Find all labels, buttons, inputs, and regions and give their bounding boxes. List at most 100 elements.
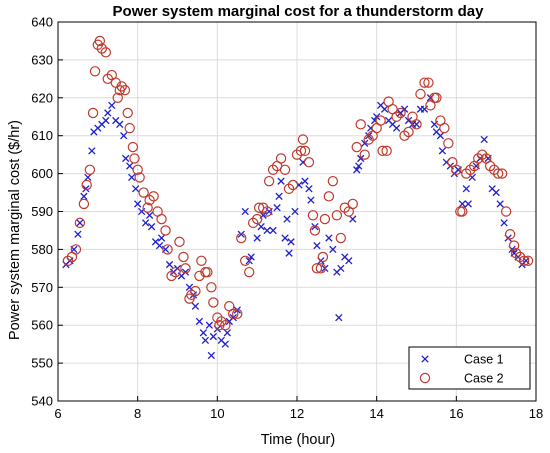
data-point-x — [134, 200, 142, 208]
data-point-x — [128, 173, 136, 182]
data-point-x — [80, 192, 88, 200]
legend-entry: Case 2 — [419, 372, 504, 386]
data-point-circle — [375, 115, 386, 126]
y-tick-label: 560 — [31, 318, 53, 333]
series-1 — [62, 94, 530, 360]
data-point-x — [223, 329, 231, 337]
data-point-circle — [423, 77, 434, 88]
data-point-circle — [220, 320, 231, 331]
data-point-circle — [319, 213, 331, 225]
data-point-circle — [240, 255, 251, 266]
data-point-x — [205, 321, 214, 329]
data-point-circle — [148, 191, 159, 202]
data-point-x — [313, 241, 321, 250]
data-point-circle — [518, 255, 530, 266]
data-point-x — [141, 219, 150, 227]
data-point-x — [165, 260, 174, 269]
x-tick-label: 14 — [369, 406, 383, 421]
data-point-x — [285, 249, 293, 257]
data-point-circle — [100, 47, 112, 58]
data-point-circle — [500, 206, 512, 217]
data-point-circle — [261, 206, 273, 217]
data-point-circle — [419, 77, 430, 88]
data-point-circle — [206, 282, 217, 293]
y-tick-label: 620 — [31, 90, 53, 105]
data-point-x — [291, 207, 299, 216]
data-point-circle — [78, 198, 90, 210]
y-tick-label: 570 — [31, 280, 53, 295]
data-point-x — [357, 154, 365, 163]
data-point-circle — [377, 145, 388, 157]
data-point-x — [392, 124, 401, 132]
data-point-circle — [160, 225, 171, 236]
data-point-circle — [132, 164, 143, 176]
data-point-x — [201, 336, 210, 345]
data-point-circle — [439, 122, 450, 134]
data-point-x — [221, 340, 229, 348]
data-point-x — [209, 332, 218, 341]
data-point-circle — [202, 266, 213, 278]
data-point-x — [500, 219, 508, 227]
data-point-circle — [243, 266, 255, 278]
data-point-circle — [138, 187, 149, 198]
data-point-x — [157, 234, 166, 242]
y-tick-label: 610 — [31, 128, 53, 143]
data-point-x — [496, 200, 504, 208]
data-point-x — [126, 162, 134, 170]
data-point-x — [277, 177, 285, 185]
legend-marker-x — [421, 355, 429, 363]
data-point-circle — [323, 191, 335, 202]
data-point-x — [311, 223, 319, 231]
data-point-x — [480, 135, 488, 144]
x-tick-label: 10 — [210, 406, 224, 421]
data-point-x — [82, 185, 90, 193]
y-tick-label: 600 — [31, 166, 53, 181]
data-point-x — [355, 162, 363, 170]
data-point-x — [329, 245, 337, 254]
data-point-x — [257, 223, 265, 231]
x-tick-label: 16 — [449, 406, 463, 421]
data-point-circle — [297, 134, 309, 145]
data-point-x — [241, 207, 249, 216]
data-point-circle — [190, 285, 201, 297]
data-point-x — [269, 226, 277, 235]
data-point-circle — [170, 266, 181, 278]
data-series — [62, 35, 534, 360]
data-point-circle — [307, 210, 319, 221]
data-point-circle — [263, 175, 275, 187]
data-point-x — [361, 139, 369, 147]
data-point-circle — [275, 153, 287, 164]
data-point-x — [147, 223, 156, 231]
data-point-circle — [347, 198, 358, 210]
data-point-circle — [443, 138, 454, 149]
legend-label: Case 1 — [464, 353, 504, 367]
data-point-circle — [134, 172, 145, 183]
data-point-circle — [174, 236, 185, 248]
data-point-x — [462, 185, 470, 193]
data-point-x — [273, 204, 281, 212]
data-point-circle — [228, 308, 239, 320]
data-point-circle — [87, 107, 99, 119]
data-point-circle — [251, 213, 263, 225]
data-point-circle — [311, 263, 323, 274]
data-point-circle — [156, 213, 167, 225]
data-point-x — [492, 188, 500, 197]
data-point-circle — [309, 225, 321, 236]
data-point-x — [207, 351, 216, 360]
data-point-circle — [492, 168, 504, 179]
data-point-circle — [70, 244, 82, 255]
data-point-circle — [287, 179, 299, 191]
y-tick-label: 540 — [31, 394, 53, 409]
data-point-circle — [124, 122, 135, 134]
data-point-x — [76, 219, 84, 227]
data-point-circle — [508, 240, 520, 251]
data-point-x — [335, 313, 343, 322]
data-point-circle — [355, 119, 366, 130]
y-tick-label: 640 — [31, 15, 53, 30]
data-point-x — [88, 147, 96, 155]
data-point-circle — [327, 175, 339, 187]
data-point-circle — [196, 255, 207, 266]
data-point-x — [349, 215, 357, 223]
data-point-circle — [415, 88, 426, 100]
